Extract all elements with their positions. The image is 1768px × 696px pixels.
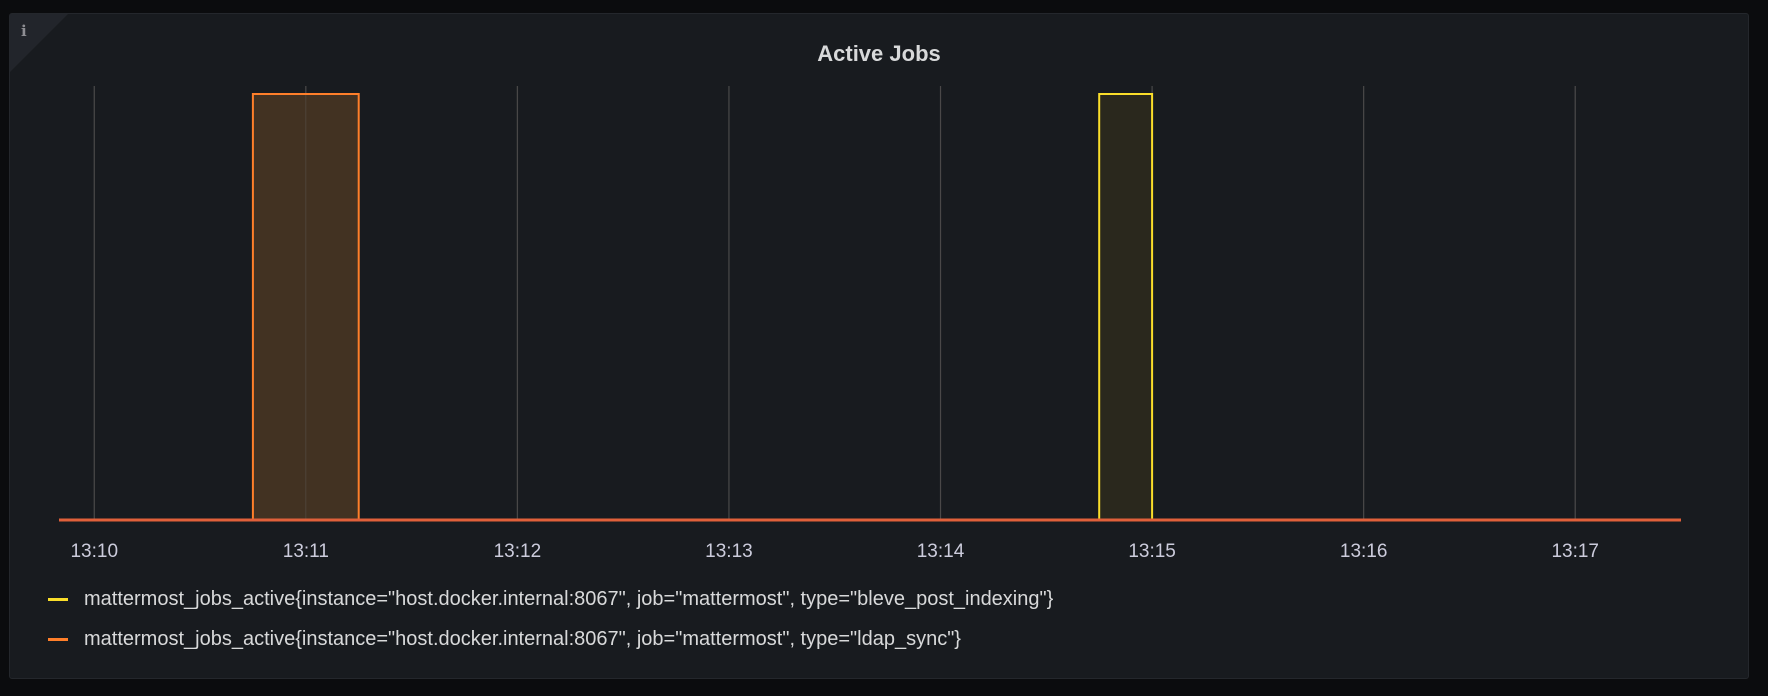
info-icon[interactable]: i [21, 22, 27, 40]
x-tick-label: 13:15 [1128, 541, 1176, 562]
x-tick-label: 13:12 [494, 541, 542, 562]
x-tick-label: 13:11 [283, 541, 329, 562]
legend-item-ldap[interactable]: mattermost_jobs_active{instance="host.do… [48, 628, 961, 651]
legend-label: mattermost_jobs_active{instance="host.do… [84, 588, 1054, 610]
x-tick-label: 13:13 [705, 541, 753, 562]
series-area-1 [59, 94, 1681, 520]
legend-swatch-yellow [48, 598, 68, 601]
panel-title: Active Jobs [817, 41, 941, 66]
legend-item-bleve[interactable]: mattermost_jobs_active{instance="host.do… [48, 588, 1053, 611]
x-tick-label: 13:17 [1551, 541, 1599, 562]
panel-info-corner[interactable] [10, 14, 68, 72]
legend-label: mattermost_jobs_active{instance="host.do… [84, 628, 961, 650]
x-tick-label: 13:10 [70, 541, 118, 562]
legend-swatch-orange [48, 638, 68, 641]
x-tick-label: 13:16 [1340, 541, 1388, 562]
x-tick-label: 13:14 [917, 541, 965, 562]
